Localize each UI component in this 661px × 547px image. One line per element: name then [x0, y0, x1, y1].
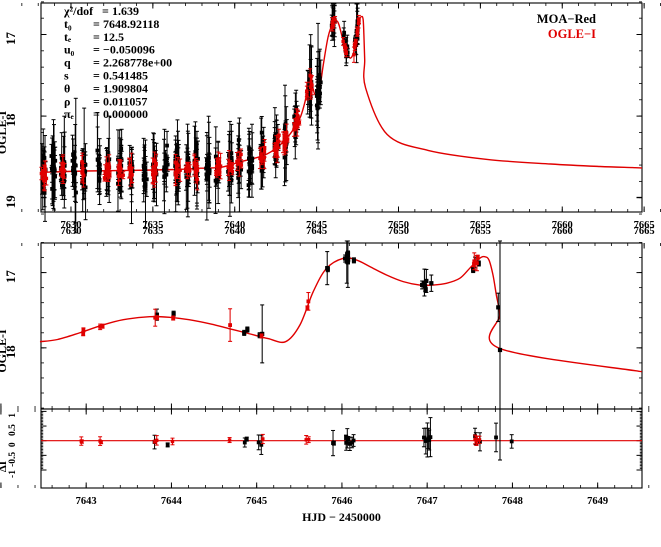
svg-text:7665: 7665 [634, 226, 655, 237]
svg-text:0.000000: 0.000000 [103, 107, 148, 121]
svg-text:t₀: t₀ [64, 17, 72, 31]
svg-text:7640: 7640 [224, 226, 245, 237]
svg-text:7645: 7645 [306, 226, 327, 237]
svg-text:tₑ: tₑ [64, 30, 71, 44]
svg-text:7646: 7646 [331, 496, 352, 507]
svg-text:7645: 7645 [246, 496, 267, 507]
svg-text:7660: 7660 [552, 226, 573, 237]
svg-text:0.541485: 0.541485 [103, 69, 148, 83]
svg-text:ΔI: ΔI [0, 461, 9, 472]
svg-text:=: = [93, 69, 100, 83]
svg-text:19: 19 [3, 195, 18, 209]
svg-text:-1: -1 [8, 470, 18, 478]
svg-text:0.011057: 0.011057 [103, 94, 147, 108]
svg-text:=: = [93, 107, 100, 121]
svg-text:=: = [93, 43, 100, 57]
svg-text:MOA−Red: MOA−Red [537, 12, 596, 26]
svg-text:-0.5: -0.5 [8, 452, 18, 467]
svg-text:7648.92118: 7648.92118 [103, 17, 159, 31]
svg-text:s: s [64, 69, 69, 83]
svg-text:=: = [93, 30, 100, 44]
svg-text:1.639: 1.639 [112, 4, 139, 18]
svg-text:2.268778e+00: 2.268778e+00 [103, 56, 172, 70]
svg-text:7648: 7648 [502, 496, 523, 507]
svg-text:7647: 7647 [417, 496, 438, 507]
svg-text:u₀: u₀ [64, 43, 75, 57]
svg-text:q: q [64, 56, 71, 70]
svg-text:=: = [93, 81, 100, 95]
svg-text:0.5: 0.5 [8, 424, 18, 436]
svg-text:HJD − 2450000: HJD − 2450000 [302, 510, 381, 524]
svg-text:θ: θ [64, 81, 70, 95]
svg-text:1: 1 [8, 413, 18, 418]
svg-text:−0.050096: −0.050096 [103, 43, 155, 57]
svg-text:=: = [93, 56, 100, 70]
svg-text:=: = [93, 94, 100, 108]
svg-text:OGLE-I: OGLE-I [0, 111, 9, 155]
svg-text:πₑ: πₑ [64, 107, 74, 121]
svg-text:7649: 7649 [587, 496, 608, 507]
svg-text:7644: 7644 [161, 496, 183, 507]
svg-text:χ²/dof: χ²/dof [63, 4, 94, 18]
svg-text:OGLE−I: OGLE−I [548, 27, 596, 41]
svg-text:7650: 7650 [388, 226, 409, 237]
svg-text:1.909804: 1.909804 [103, 81, 148, 95]
svg-text:7630: 7630 [60, 226, 81, 237]
svg-text:7643: 7643 [76, 496, 97, 507]
svg-text:ρ: ρ [64, 94, 70, 108]
svg-text:7655: 7655 [470, 226, 491, 237]
svg-text:0: 0 [8, 442, 18, 447]
svg-text:17: 17 [3, 32, 18, 46]
svg-text:7635: 7635 [142, 226, 163, 237]
svg-text:OGLE-I: OGLE-I [0, 329, 9, 373]
svg-text:17: 17 [3, 270, 18, 284]
svg-text:=: = [102, 4, 109, 18]
svg-text:=: = [93, 17, 100, 31]
svg-text:12.5: 12.5 [103, 30, 124, 44]
